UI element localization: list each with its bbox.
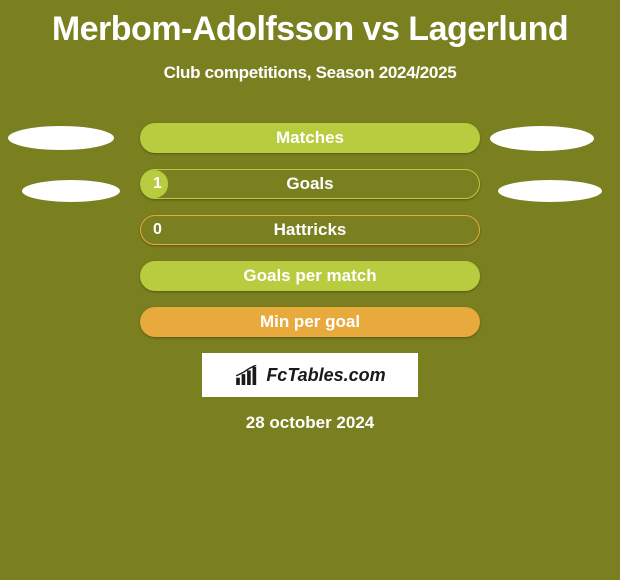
page-title: Merbom-Adolfsson vs Lagerlund (0, 0, 620, 49)
chart-icon (234, 365, 262, 385)
bar-row-goals: 1 Goals (0, 169, 620, 199)
bar-label-goals-per-match: Goals per match (243, 266, 376, 286)
bar-label-min-per-goal: Min per goal (260, 312, 360, 332)
bar-row-hattricks: 0 Hattricks (0, 215, 620, 245)
bar-row-matches: Matches (0, 123, 620, 153)
logo-text: FcTables.com (266, 365, 385, 386)
bar-min-per-goal: Min per goal (140, 307, 480, 337)
bar-hattricks: 0 Hattricks (140, 215, 480, 245)
bar-row-min-per-goal: Min per goal (0, 307, 620, 337)
logo-box[interactable]: FcTables.com (202, 353, 418, 397)
bar-goals: 1 Goals (140, 169, 480, 199)
bar-label-matches: Matches (276, 128, 344, 148)
bar-label-goals: Goals (286, 174, 333, 194)
bar-goals-per-match: Goals per match (140, 261, 480, 291)
chart-area: Matches 1 Goals 0 Hattricks Goals per ma… (0, 123, 620, 337)
date-text: 28 october 2024 (0, 413, 620, 433)
page-subtitle: Club competitions, Season 2024/2025 (0, 63, 620, 83)
bar-label-hattricks: Hattricks (274, 220, 347, 240)
bar-matches: Matches (140, 123, 480, 153)
bar-value-hattricks: 0 (153, 221, 162, 239)
bar-row-goals-per-match: Goals per match (0, 261, 620, 291)
bar-value-goals: 1 (153, 175, 162, 193)
